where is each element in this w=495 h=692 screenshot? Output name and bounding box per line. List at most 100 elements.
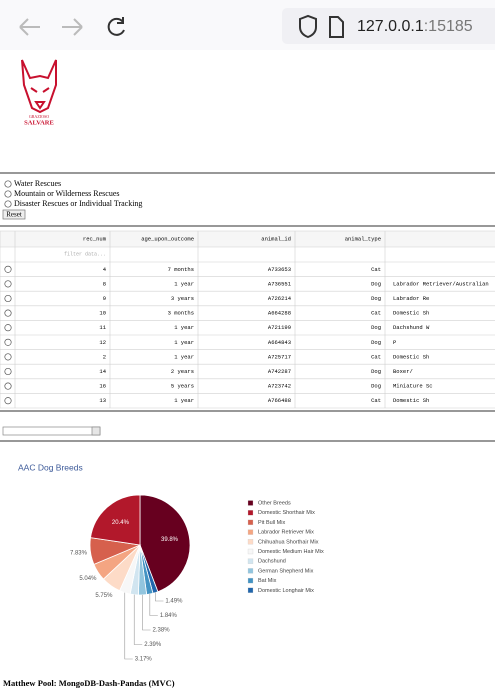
legend-label[interactable]: Domestic Medium Hair Mix (258, 549, 324, 555)
table-cell: 2 (103, 353, 106, 360)
table-cell: Dog (371, 324, 381, 331)
logo-name: SALVARE (24, 119, 54, 126)
legend-label[interactable]: Labrador Retriever Mix (258, 530, 314, 536)
table-cell: 12 (99, 339, 106, 346)
legend-swatch[interactable] (247, 577, 254, 584)
table-cell: Miniature Sc (393, 383, 433, 390)
legend-swatch[interactable] (247, 539, 254, 545)
legend-swatch[interactable] (247, 558, 254, 564)
table-cell: 16 (99, 383, 106, 390)
slice-label: 1.84% (160, 613, 178, 619)
column-header: animal_id (261, 235, 291, 242)
radio-button[interactable] (4, 180, 12, 188)
table-cell: Boxer/ (393, 368, 413, 375)
table-cell: Dog (371, 339, 381, 346)
legend-swatch[interactable] (247, 568, 254, 574)
table-cell: Labrador Re (393, 295, 429, 302)
label-leader (149, 594, 158, 616)
radio-label: Mountain or Wilderness Rescues (14, 189, 120, 198)
legend-swatch[interactable] (247, 519, 254, 526)
back-button[interactable] (19, 18, 40, 36)
legend-swatch[interactable] (247, 500, 254, 506)
row-select[interactable] (4, 280, 12, 288)
legend-label[interactable]: Domestic Shorthair Mix (258, 510, 315, 516)
slice-label: 39.8% (161, 537, 179, 543)
table-cell: Dog (371, 383, 381, 390)
table-cell: A664843 (268, 339, 291, 346)
table-cell: A736551 (268, 280, 292, 287)
legend-label[interactable]: Other Breeds (258, 500, 291, 506)
table-cell: Domestic Sh (393, 353, 429, 360)
row-select[interactable] (4, 367, 12, 376)
table-cell: A742287 (268, 368, 291, 375)
reset-button[interactable] (2, 209, 26, 220)
page-icon (329, 16, 344, 38)
row-select[interactable] (4, 397, 12, 405)
row-select[interactable] (4, 353, 12, 361)
table-cell: P (393, 339, 396, 346)
table-cell: 3 months (168, 310, 194, 317)
pie-slice (139, 494, 191, 593)
shield-icon (299, 14, 317, 39)
label-leader (133, 594, 143, 645)
radio-button[interactable] (4, 190, 12, 198)
logo-icon (21, 59, 57, 114)
row-select[interactable] (4, 265, 12, 273)
slice-label: 2.39% (144, 642, 162, 648)
row-select[interactable] (4, 309, 12, 317)
table-cell: Cat (371, 310, 381, 317)
table-cell: A664288 (268, 310, 291, 317)
dropdown-arrow[interactable] (91, 426, 101, 436)
legend-swatch[interactable] (247, 529, 254, 535)
column-header: animal_type (345, 235, 381, 242)
table-cell: Domestic Sh (393, 397, 429, 404)
legend-swatch[interactable] (247, 548, 254, 555)
legend-label[interactable]: German Shepherd Mix (258, 568, 314, 574)
pie-slice (90, 494, 141, 546)
column-header: rec_num (83, 235, 107, 242)
reload-button[interactable] (107, 17, 125, 36)
table-cell: Domestic Sh (393, 310, 429, 317)
dropdown[interactable] (2, 426, 101, 436)
table-cell: A721199 (268, 324, 291, 331)
row-select[interactable] (4, 324, 12, 332)
table-cell: Dog (371, 368, 381, 375)
pie-chart: 39.8% 1.49% 1.84% 2.38% 2.39% 3.17% 5.75% 5.04%… (70, 494, 324, 663)
table-cell: 8 (103, 280, 106, 287)
table-cell: 1 year (174, 353, 194, 360)
table-cell: 4 (103, 266, 107, 273)
table-cell: 1 year (174, 280, 194, 287)
table-cell: Cat (371, 397, 381, 404)
row-select[interactable] (4, 382, 12, 390)
table-cell: Dachshund W (393, 324, 430, 331)
legend-label[interactable]: Domestic Longhair Mix (258, 588, 314, 594)
radio-label: Water Rescues (14, 179, 61, 188)
logo-small-text: GRAZIOSO (29, 114, 49, 119)
table-cell: A766488 (268, 397, 291, 404)
forward-button[interactable] (62, 18, 83, 36)
table-cell: 7 months (168, 266, 194, 273)
slice-label: 5.04% (79, 576, 97, 582)
row-select[interactable] (4, 294, 12, 303)
radio-button[interactable] (4, 200, 12, 208)
column-header: age_upon_outcome (141, 235, 194, 242)
legend-label[interactable]: Dachshund (258, 559, 286, 565)
legend-swatch[interactable] (247, 587, 254, 593)
table-cell: 3 years (171, 295, 194, 302)
filter-input[interactable]: filter data... (64, 251, 106, 257)
table-cell: 5 years (171, 383, 194, 390)
url: 127.0.0.1:15185 (357, 18, 473, 35)
label-leader (155, 592, 164, 602)
table-cell: A733653 (268, 266, 291, 273)
legend-swatch[interactable] (247, 510, 254, 516)
legend-label[interactable]: Chihuahua Shorthair Mix (258, 539, 319, 545)
row-select[interactable] (4, 338, 12, 346)
footer: Matthew Pool: MongoDB-Dash-Pandas (MVC) (3, 678, 175, 688)
table-cell: 1 year (174, 324, 194, 331)
legend-label[interactable]: Pit Bull Mix (258, 520, 285, 526)
slice-label: 1.49% (165, 599, 183, 605)
legend-label[interactable]: Bat Mix (258, 578, 277, 584)
radio-label: Disaster Rescues or Individual Tracking (14, 199, 142, 208)
